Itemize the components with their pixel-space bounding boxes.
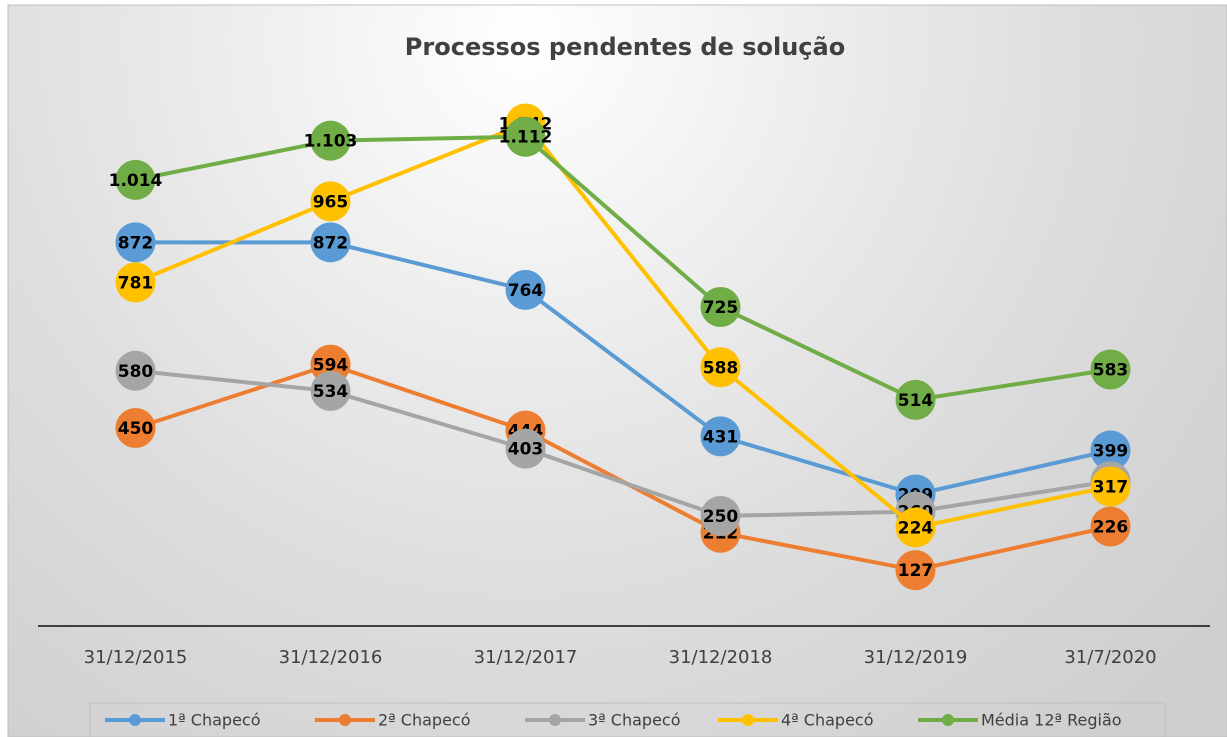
- point-marker: [505, 269, 546, 310]
- data-label: 580: [118, 362, 154, 382]
- point-marker: [895, 507, 936, 548]
- chart-title: Processos pendentes de solução: [405, 33, 845, 61]
- data-label: 583: [1093, 360, 1129, 380]
- legend-label: 4ª Chapecó: [781, 711, 874, 730]
- chart-background: [7, 4, 1227, 737]
- point-marker: [115, 350, 156, 391]
- point-marker: [505, 428, 546, 469]
- point-marker: [895, 379, 936, 420]
- data-label: 534: [313, 382, 349, 402]
- point-marker: [310, 120, 351, 161]
- data-label: 872: [118, 233, 154, 253]
- legend-marker: [339, 714, 351, 726]
- legend-label: Média 12ª Região: [981, 711, 1122, 730]
- data-label: 764: [508, 281, 544, 301]
- data-label: 872: [313, 233, 349, 253]
- point-marker: [700, 347, 741, 388]
- legend-box: [89, 702, 1166, 737]
- legend-label: 2ª Chapecó: [378, 711, 471, 730]
- point-marker: [310, 181, 351, 222]
- data-label: 127: [898, 561, 934, 581]
- data-label: 317: [1093, 478, 1129, 498]
- legend-label: 3ª Chapecó: [588, 711, 681, 730]
- legend-label: 1ª Chapecó: [168, 711, 261, 730]
- data-label: 226: [1093, 518, 1129, 538]
- point-marker: [1090, 506, 1131, 547]
- x-tick-label: 31/12/2016: [279, 647, 383, 668]
- x-tick-label: 31/12/2015: [84, 647, 188, 668]
- x-tick-label: 31/12/2019: [864, 647, 968, 668]
- data-label: 1.112: [499, 128, 553, 148]
- point-marker: [115, 222, 156, 263]
- point-marker: [700, 496, 741, 536]
- point-marker: [700, 287, 741, 327]
- data-label: 224: [898, 518, 934, 538]
- data-label: 450: [118, 419, 154, 439]
- x-tick-label: 31/12/2018: [669, 647, 773, 668]
- point-marker: [115, 262, 156, 303]
- data-label: 594: [313, 356, 349, 376]
- legend-marker: [129, 714, 141, 726]
- legend-marker: [549, 714, 561, 726]
- point-marker: [1090, 349, 1131, 390]
- data-label: 431: [703, 427, 739, 447]
- data-label: 965: [313, 192, 349, 212]
- series-line: [135, 134, 1111, 402]
- point-marker: [700, 416, 741, 457]
- point-marker: [1090, 466, 1131, 507]
- series-line: [135, 368, 1111, 519]
- point-marker: [895, 550, 936, 591]
- point-marker: [505, 116, 546, 157]
- x-tick-label: 31/7/2020: [1064, 647, 1156, 668]
- point-marker: [115, 159, 156, 200]
- series-line: [134, 121, 1111, 530]
- data-label: 514: [898, 391, 934, 411]
- data-label: 250: [703, 507, 739, 527]
- x-tick-label: 31/12/2017: [474, 647, 578, 668]
- data-label: 725: [703, 298, 739, 318]
- point-marker: [310, 222, 351, 263]
- legend-marker: [742, 714, 754, 726]
- point-marker: [310, 371, 351, 412]
- data-label: 403: [508, 440, 544, 460]
- data-label: 399: [1093, 441, 1129, 461]
- legend-marker: [942, 714, 954, 726]
- data-label: 588: [703, 358, 739, 378]
- series-line: [135, 240, 1111, 497]
- point-marker: [1090, 430, 1131, 471]
- data-label: 781: [118, 273, 154, 293]
- data-label: 1.103: [304, 132, 358, 152]
- point-marker: [115, 408, 156, 448]
- data-label: 1.014: [109, 171, 163, 191]
